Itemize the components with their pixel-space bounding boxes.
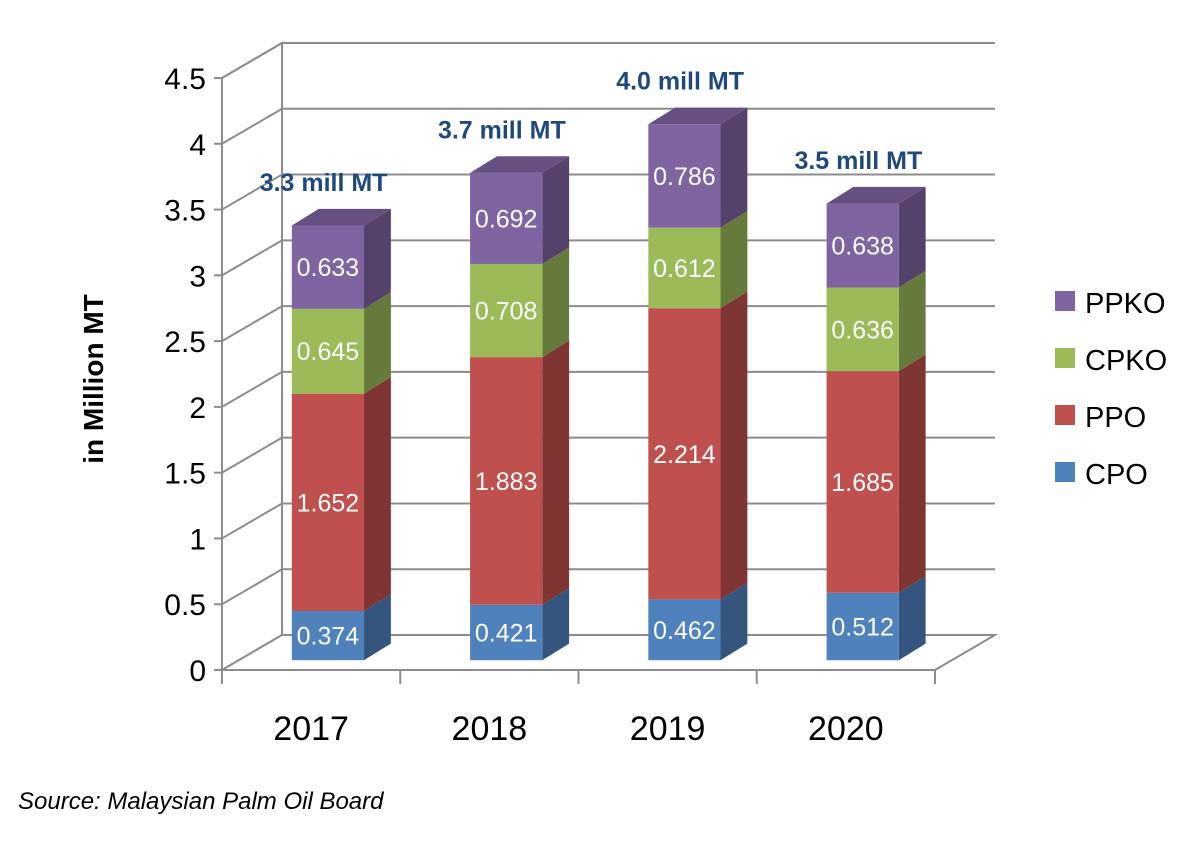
bar-top [648, 107, 748, 125]
y-tick-label: 0 [189, 655, 206, 688]
legend-swatch-cpko [1055, 348, 1075, 368]
bar-side-ppko [364, 208, 391, 309]
legend-label: PPKO [1085, 288, 1166, 320]
legend-swatch-cpo [1055, 462, 1075, 482]
bar-side-ppo [542, 340, 570, 605]
y-tick-label: 4 [189, 129, 206, 162]
bar-segment-cpo [826, 592, 899, 661]
data-label: 0.692 [475, 205, 538, 233]
y-tick-label: 1.5 [164, 458, 206, 491]
data-label: 0.633 [297, 254, 360, 282]
side-wall [221, 41, 283, 672]
bar-side-cpko [898, 270, 926, 372]
bar-side-ppo [364, 377, 391, 611]
bar-side-cpo [364, 594, 391, 661]
legend-label: CPO [1085, 459, 1148, 491]
y-tick-label: 3.5 [164, 195, 206, 228]
bar-segment-ppko [291, 225, 365, 309]
gridline-side [221, 568, 283, 606]
legend-swatch-ppo [1055, 405, 1075, 425]
gridline-side [221, 107, 283, 145]
data-label: 0.638 [831, 233, 894, 261]
bar-top [826, 186, 926, 204]
data-label: 1.652 [297, 489, 360, 517]
bars [291, 107, 926, 661]
data-label: 0.636 [831, 316, 894, 344]
gridline-side [221, 42, 283, 79]
total-labels: 3.3 mill MT 3.7 mill MT 4.0 mill MT 3.5 mil… [260, 68, 923, 197]
bar-segment-cpko [291, 308, 365, 394]
bar-segment-cpo [291, 610, 365, 661]
bar-segment-cpko [648, 227, 721, 309]
data-label: 0.612 [653, 255, 716, 283]
segment-labels: 0.374 1.652 0.645 0.633 0.421 1.883 0.708 0.692… [297, 163, 894, 651]
x-tick-label: 2018 [452, 710, 528, 748]
bar-segment-cpko [470, 263, 543, 358]
total-label: 3.3 mill MT [260, 169, 388, 197]
bar-side-ppko [542, 156, 570, 264]
data-label: 0.462 [653, 617, 716, 645]
bar-side-cpko [542, 247, 570, 358]
source-note: Source: Malaysian Palm Oil Board [18, 788, 384, 815]
legend-label: CPKO [1085, 345, 1167, 377]
data-label: 0.786 [653, 163, 716, 191]
gridline-side [221, 502, 283, 540]
data-label: 0.374 [297, 623, 360, 651]
bar-side-cpko [364, 292, 391, 394]
bar-segment-cpo [470, 604, 543, 661]
x-tick-label: 2017 [273, 710, 349, 748]
total-label: 3.7 mill MT [438, 116, 566, 144]
y-tick-label: 2 [189, 392, 206, 425]
legend-swatch-ppko [1055, 291, 1075, 311]
bar-segment-ppo [291, 393, 365, 611]
gridline-side [221, 239, 283, 277]
total-label: 3.5 mill MT [794, 147, 922, 175]
bar-segment-ppko [470, 172, 543, 264]
data-label: 0.708 [475, 298, 538, 326]
bar-side-cpo [720, 582, 748, 661]
data-label: 1.883 [475, 468, 538, 496]
y-tick-label: 4.5 [164, 63, 206, 96]
bar-segment-cpko [826, 287, 899, 372]
data-label: 0.421 [475, 620, 538, 648]
y-tick-label: 2.5 [164, 326, 206, 359]
bar-side-cpo [542, 588, 570, 661]
bar-segment-ppo [648, 308, 721, 600]
bar-side-cpko [720, 211, 748, 309]
bar-top [470, 156, 570, 173]
gridline-side [221, 436, 283, 474]
x-tick-label: 2019 [630, 710, 706, 748]
data-label: 2.214 [653, 441, 716, 469]
bar-side-ppo [720, 291, 748, 600]
bar-side-cpo [898, 576, 926, 661]
y-axis-label: in Million MT [78, 294, 109, 464]
legend-label: PPO [1085, 402, 1146, 434]
data-label: 1.685 [831, 469, 894, 497]
gridline-side [221, 305, 283, 342]
bar-segment-ppo [826, 371, 899, 593]
x-tick-labels: 2017 2018 2019 2020 [273, 710, 883, 748]
data-label: 0.512 [831, 614, 894, 642]
bar-top [291, 208, 391, 226]
y-tick-label: 3 [189, 260, 206, 293]
legend: PPKO CPKO PPO CPO [1055, 288, 1167, 491]
bar-side-ppko [720, 107, 748, 228]
data-label: 0.645 [297, 338, 360, 366]
axes [214, 77, 936, 684]
y-tick-label: 1 [189, 523, 206, 556]
bar-segment-ppko [648, 124, 721, 228]
total-label: 4.0 mill MT [616, 68, 744, 96]
bar-segment-cpo [648, 599, 721, 661]
bar-segment-ppko [826, 203, 899, 288]
bar-side-ppo [898, 354, 926, 593]
y-tick-labels: 0 0.5 1 1.5 2 2.5 3 3.5 4 4.5 [164, 63, 206, 688]
gridline-side [221, 173, 283, 211]
gridline-side [221, 371, 283, 408]
x-tick-label: 2020 [808, 710, 884, 748]
y-tick-label: 0.5 [164, 589, 206, 622]
bar-segment-ppo [470, 357, 543, 605]
bar-side-ppko [898, 186, 926, 288]
